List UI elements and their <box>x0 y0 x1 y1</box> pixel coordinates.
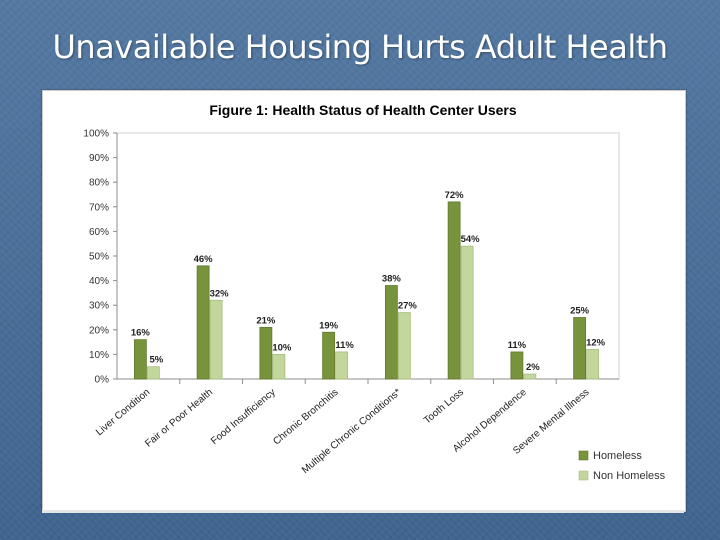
data-label: 25% <box>570 306 590 317</box>
y-tick-label: 40% <box>89 276 109 287</box>
chart-title: Figure 1: Health Status of Health Center… <box>209 102 517 118</box>
legend-label: Homeless <box>593 450 642 462</box>
bar-homeless <box>133 339 147 380</box>
x-category-label: Fair or Poor Health <box>143 387 215 450</box>
bar-non-homeless <box>209 299 223 380</box>
caption-strip <box>42 510 684 513</box>
data-label: 10% <box>272 342 292 353</box>
bar-homeless <box>573 317 587 380</box>
y-tick-label: 20% <box>89 325 109 336</box>
y-tick-label: 30% <box>89 301 109 312</box>
bar-homeless <box>196 265 210 380</box>
bar-homeless <box>447 201 461 380</box>
y-tick-label: 90% <box>89 153 109 164</box>
bar-homeless <box>510 351 524 380</box>
y-tick-label: 70% <box>89 202 109 213</box>
data-label: 32% <box>210 288 230 299</box>
data-label: 27% <box>398 301 418 312</box>
x-category-label: Tooth Loss <box>422 387 466 427</box>
data-label: 21% <box>256 315 276 326</box>
legend-label: Non Homeless <box>593 470 666 482</box>
bar-chart: Figure 1: Health Status of Health Center… <box>83 102 666 482</box>
slide-title: Unavailable Housing Hurts Adult Health <box>52 28 668 66</box>
y-tick-label: 80% <box>89 178 109 189</box>
y-tick-label: 60% <box>89 227 109 238</box>
bar-non-homeless <box>523 373 537 380</box>
data-label: 5% <box>150 355 164 366</box>
bar-non-homeless <box>272 353 286 380</box>
bar-non-homeless <box>397 312 411 380</box>
data-label: 11% <box>508 340 527 351</box>
bar-homeless <box>322 331 336 380</box>
data-label: 16% <box>131 328 151 339</box>
data-label: 72% <box>445 190 465 201</box>
y-tick-label: 100% <box>83 129 109 140</box>
y-tick-label: 50% <box>89 252 109 263</box>
x-category-label: Liver Condition <box>94 387 152 438</box>
bar-homeless <box>384 285 398 380</box>
legend-swatch <box>578 470 589 481</box>
bar-non-homeless <box>335 351 349 380</box>
y-tick-label: 0% <box>95 375 110 386</box>
bar-non-homeless <box>586 349 600 380</box>
chart-panel: Figure 1: Health Status of Health Center… <box>42 90 686 512</box>
plot-area <box>116 132 620 380</box>
bar-non-homeless <box>460 245 474 380</box>
data-label: 11% <box>335 340 354 351</box>
data-label: 19% <box>319 320 339 331</box>
x-category-label: Multiple Chronic Conditions* <box>300 387 403 476</box>
bar-non-homeless <box>146 366 160 380</box>
data-label: 54% <box>461 234 481 245</box>
legend-swatch <box>578 450 589 461</box>
x-category-label: Chronic Bronchitis <box>271 387 340 448</box>
data-label: 46% <box>194 254 214 265</box>
x-category-label: Food Insufficiency <box>209 387 278 447</box>
data-label: 38% <box>382 274 402 285</box>
bar-homeless <box>259 326 273 380</box>
data-label: 12% <box>586 337 606 348</box>
y-tick-label: 10% <box>89 350 109 361</box>
data-label: 2% <box>526 362 540 373</box>
